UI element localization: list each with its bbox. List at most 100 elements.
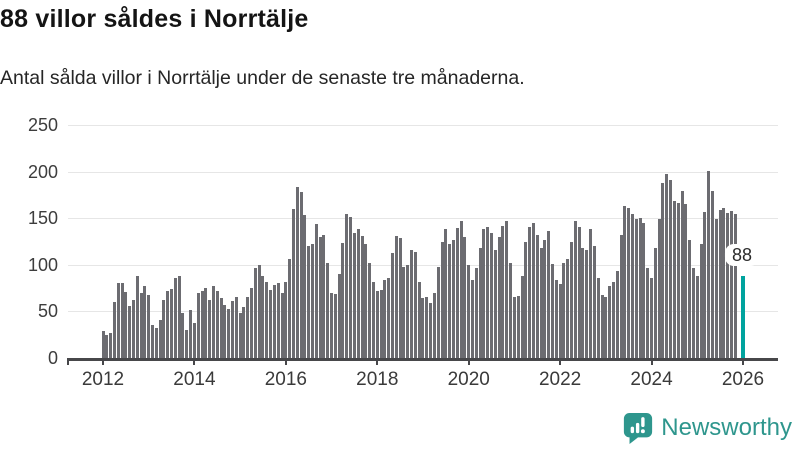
bar-month <box>672 201 676 358</box>
bar-month <box>215 290 219 358</box>
bar-month <box>425 296 429 358</box>
bar-month <box>463 236 467 358</box>
bar-month <box>684 204 688 358</box>
bar-chart-speech-bubble-icon <box>624 412 653 444</box>
gridline <box>68 264 778 266</box>
bar-month <box>467 264 471 358</box>
bar-month <box>173 277 177 358</box>
bar-month <box>543 239 547 358</box>
bar-month <box>269 289 273 358</box>
bar-month <box>596 277 600 358</box>
bar-month <box>196 292 200 358</box>
bar-month <box>330 292 334 358</box>
bar-month <box>455 227 459 358</box>
bar-month <box>509 262 513 358</box>
bar-month <box>391 252 395 358</box>
bar-month <box>151 325 155 358</box>
bar-month <box>432 292 436 358</box>
bar-month <box>394 235 398 358</box>
bar-month <box>341 243 345 358</box>
bar-month <box>577 226 581 358</box>
y-axis-tick-label: 150 <box>27 208 58 229</box>
newsworthy-logo: Newsworthy <box>622 411 792 445</box>
bar-month <box>143 286 147 358</box>
bar-month <box>311 244 315 358</box>
highlighted-bar-current <box>740 275 746 358</box>
bar-month <box>307 246 311 358</box>
x-axis-tick-label: 2012 <box>81 369 125 390</box>
bar-month <box>109 332 113 358</box>
bar-month <box>512 296 516 358</box>
bar-month <box>634 219 638 358</box>
bar-month <box>566 259 570 358</box>
bar-month <box>402 266 406 358</box>
bar-month <box>101 330 105 358</box>
bar-month <box>105 334 109 358</box>
bar-month <box>360 235 364 358</box>
y-axis-tick-label: 0 <box>47 348 58 368</box>
bar-month <box>170 289 174 358</box>
bar-month <box>600 294 604 358</box>
y-axis-tick-label: 250 <box>27 115 58 135</box>
bar-month <box>619 234 623 358</box>
bar-month <box>337 274 341 358</box>
bar-month <box>646 267 650 358</box>
bar-month <box>261 275 265 358</box>
bar-month <box>364 244 368 358</box>
bar-month <box>120 282 124 358</box>
bar-month <box>318 236 322 358</box>
bar-month <box>253 267 257 358</box>
bar-month <box>627 207 631 358</box>
bar-month <box>608 286 612 358</box>
bar-month <box>718 209 722 358</box>
bar-month <box>345 214 349 358</box>
bar-month <box>349 217 353 358</box>
bar-month <box>714 219 718 358</box>
bar-month <box>493 249 497 358</box>
bar-month <box>368 262 372 358</box>
x-axis-tick <box>559 358 562 365</box>
bar-month <box>711 191 715 358</box>
bar-month <box>135 275 139 358</box>
x-axis-tick-label: 2014 <box>173 369 216 390</box>
bar-month <box>383 279 387 358</box>
bar-month <box>638 218 642 358</box>
bar-month <box>665 174 669 358</box>
bar-month <box>280 292 284 358</box>
bar-month <box>246 296 250 358</box>
bar-month <box>154 328 158 358</box>
x-axis-tick <box>102 358 104 365</box>
bar-month <box>219 298 223 358</box>
x-axis-line <box>67 358 778 361</box>
bar-month <box>471 279 475 358</box>
bar-month <box>189 309 193 358</box>
bar-month <box>158 319 162 358</box>
bar-month <box>592 246 596 358</box>
bar-month <box>478 248 482 358</box>
bar-month <box>112 302 116 358</box>
bar-month <box>272 285 276 358</box>
bar-month <box>291 208 295 358</box>
bar-month <box>352 233 356 358</box>
bar-month <box>669 180 673 358</box>
bar-month <box>387 277 391 358</box>
bar-month <box>448 244 452 358</box>
gridline <box>68 218 778 220</box>
bar-month <box>116 283 120 358</box>
bar-month <box>589 229 593 358</box>
bar-month <box>562 262 566 358</box>
bar-month <box>699 244 703 358</box>
x-axis-tick-label: 2020 <box>447 369 490 390</box>
x-axis-tick <box>650 358 653 365</box>
highlight-value-label: 88 <box>724 243 759 266</box>
bar-month <box>398 237 402 358</box>
bar-month <box>333 293 337 358</box>
bar-month <box>299 192 303 358</box>
bar-month <box>406 264 410 358</box>
bar-month <box>436 266 440 358</box>
bar-month <box>314 223 318 358</box>
bar-month <box>585 249 589 358</box>
x-axis-tick-label: 2018 <box>356 369 399 390</box>
bar-month <box>238 313 242 358</box>
bar-month <box>722 207 726 358</box>
